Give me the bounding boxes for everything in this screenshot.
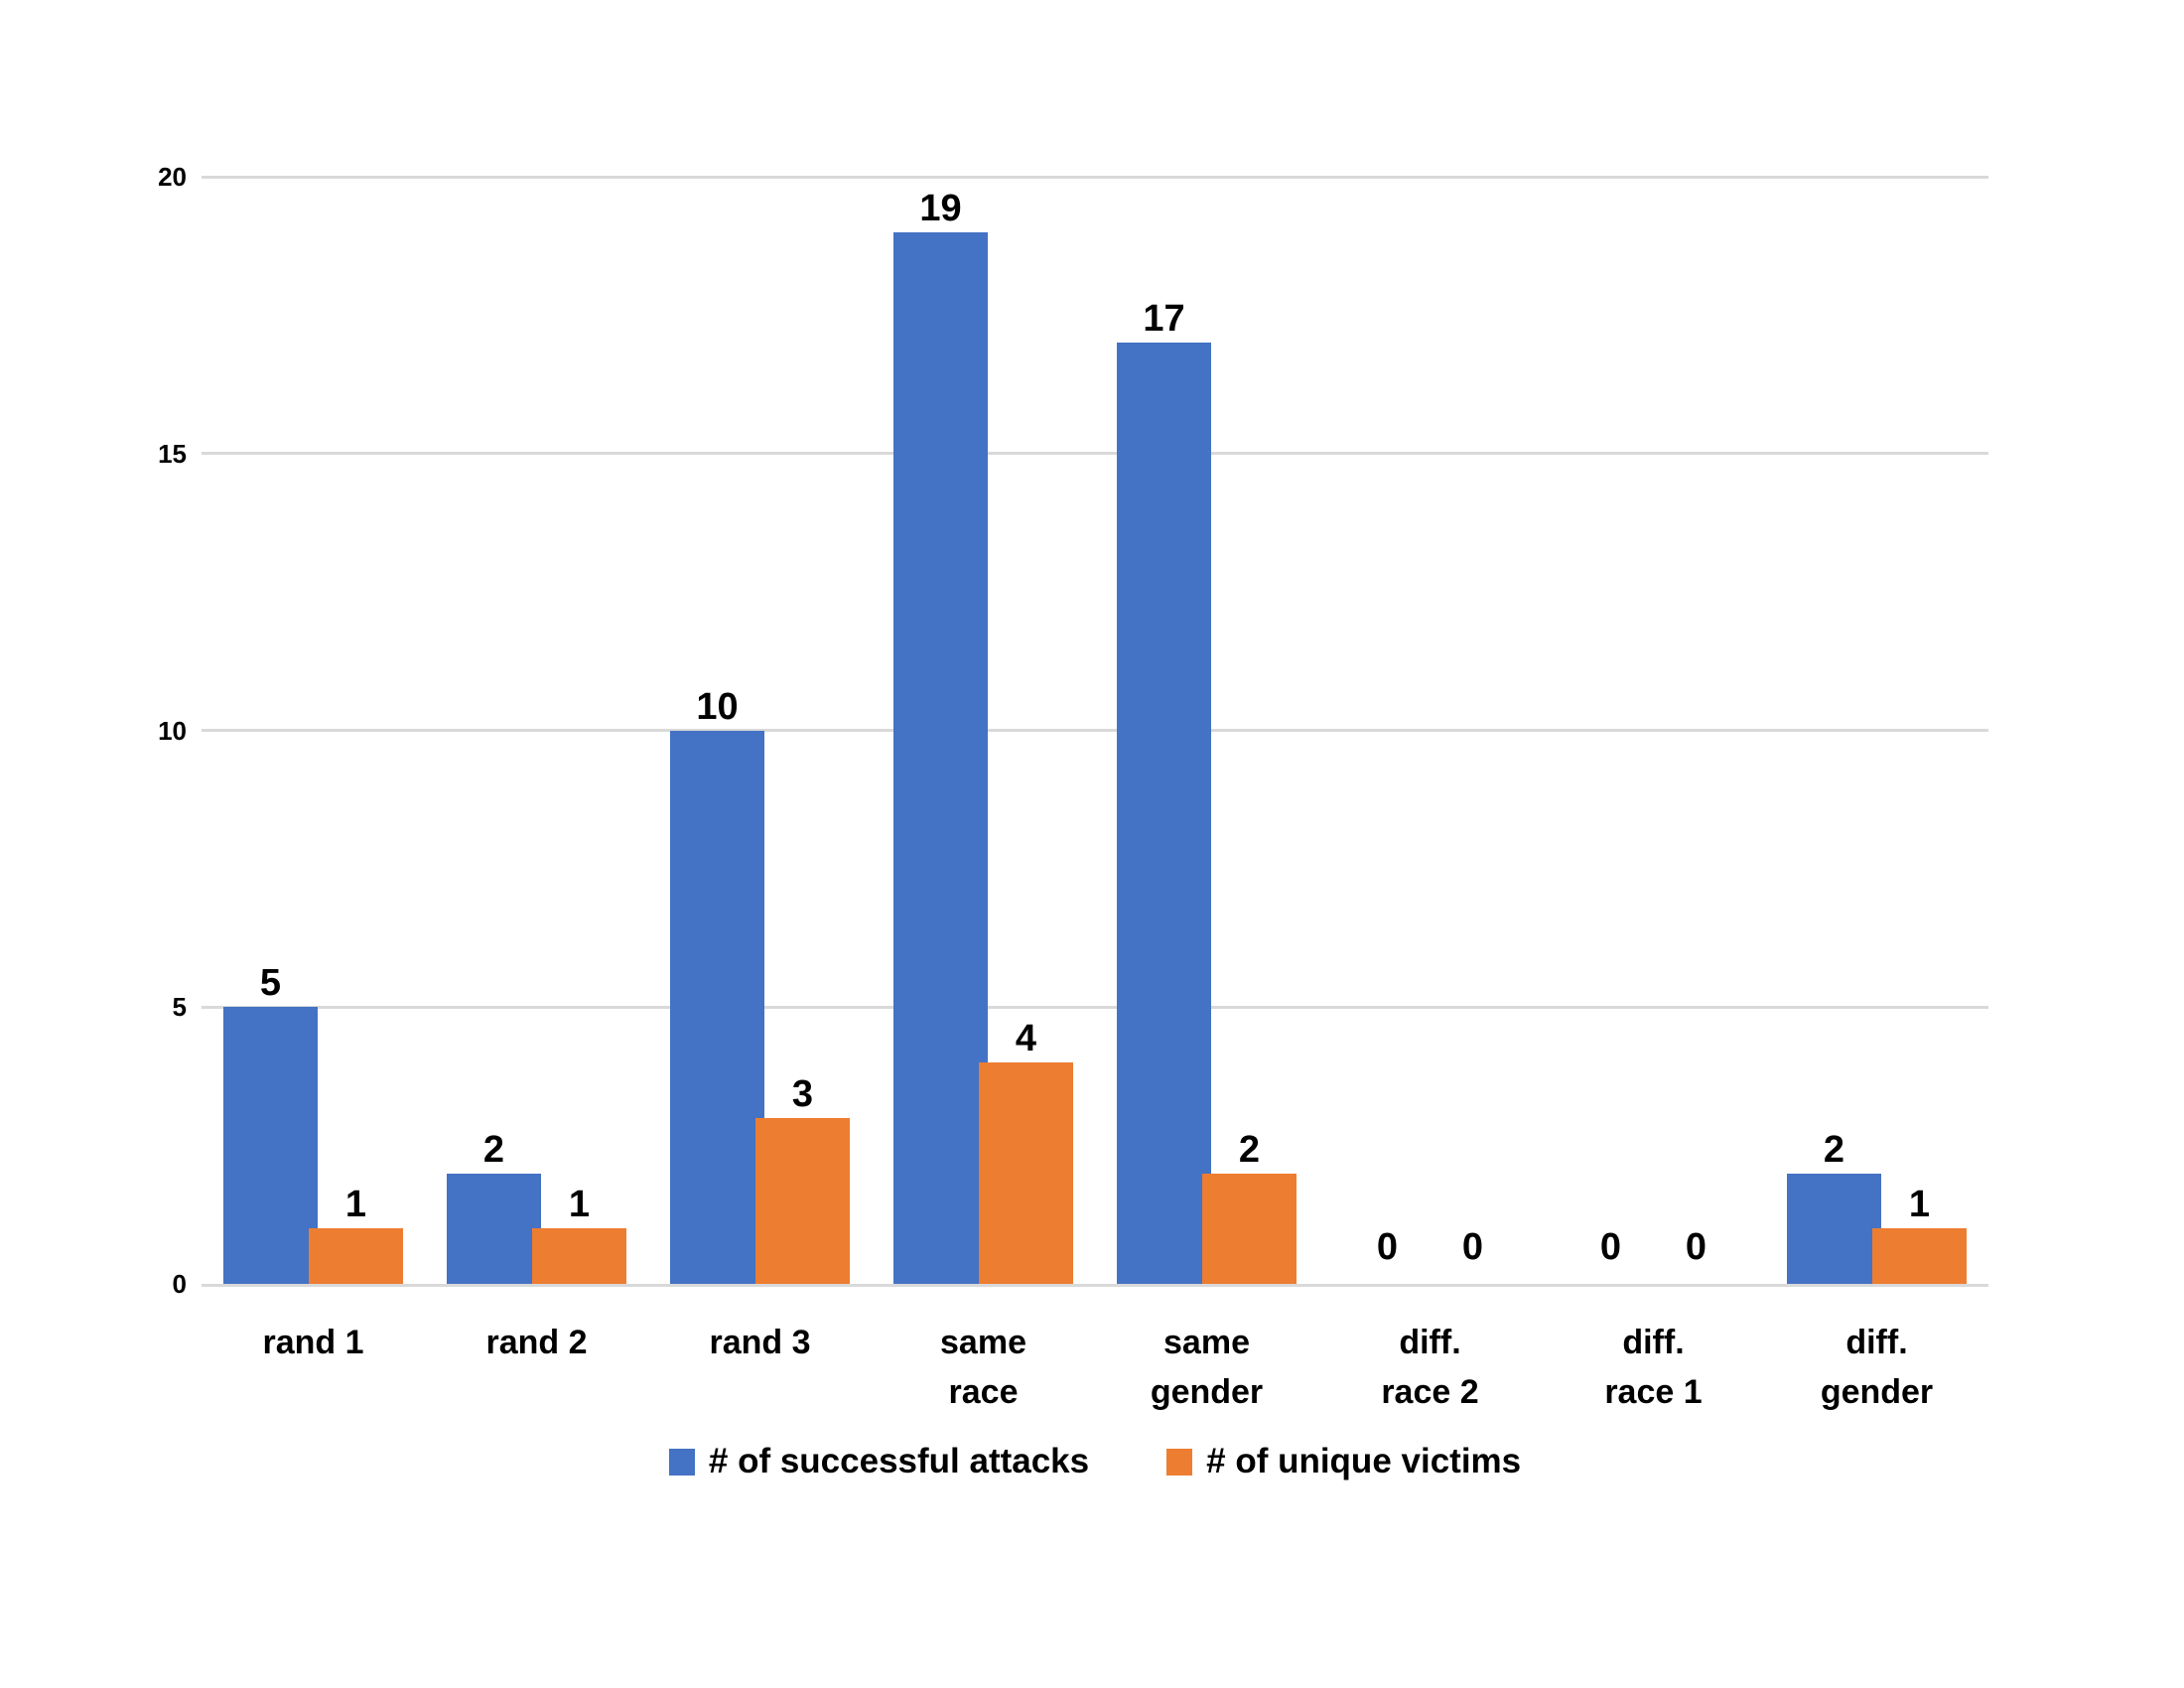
x-axis-category-label: diff. gender [1820,1324,1934,1411]
gridline [202,175,1988,179]
bar-unique-victims [1872,1228,1967,1284]
bar-unique-victims [1202,1173,1297,1284]
bar-data-label: 1 [1908,1184,1931,1226]
y-axis-tick-label: 20 [158,162,187,192]
x-axis-category-label: rand 3 [709,1324,811,1361]
bar-data-label: 1 [344,1184,367,1226]
legend-label: # of successful attacks [708,1442,1090,1480]
bar-data-label: 19 [919,187,962,229]
bar-data-label: 17 [1143,298,1185,341]
bar-data-label: 0 [1599,1226,1622,1268]
bar-data-label: 4 [1015,1018,1037,1059]
legend-swatch-unique-victims [1166,1448,1193,1476]
y-axis-tick-label: 5 [172,992,187,1023]
y-axis-tick-label: 0 [172,1269,187,1299]
bar-data-label: 2 [482,1128,505,1171]
bar-data-label: 2 [1823,1128,1845,1171]
legend-item: # of successful attacks [668,1442,1090,1481]
gridline [202,729,1988,732]
bar-data-label: 1 [568,1184,591,1226]
x-axis-category-label: diff. race 2 [1381,1324,1479,1411]
x-axis-category-label: rand 2 [485,1324,588,1361]
x-axis-category-label: same gender [1150,1324,1264,1411]
y-axis-tick-label: 15 [158,438,187,469]
bar-successful-attacks [223,1007,318,1284]
bar-unique-victims [532,1228,626,1284]
bar-successful-attacks [670,730,764,1284]
bar-data-label: 3 [791,1072,814,1115]
x-axis-category-label: rand 1 [262,1324,364,1361]
x-axis-category-label: diff. race 1 [1604,1324,1703,1411]
bar-successful-attacks [447,1173,541,1284]
legend-item: # of unique victims [1166,1442,1521,1481]
bar-unique-victims [309,1228,403,1284]
y-axis-tick-label: 10 [158,715,187,746]
legend-label: # of unique victims [1206,1442,1522,1480]
bar-data-label: 0 [1461,1226,1484,1268]
bar-data-label: 0 [1376,1226,1399,1268]
bar-data-label: 2 [1238,1128,1261,1171]
legend-swatch-successful-attacks [668,1448,695,1476]
x-axis-category-label: same race [940,1324,1026,1411]
x-axis-line [202,1284,1988,1287]
bar-unique-victims [755,1117,850,1284]
bar-data-label: 0 [1685,1226,1707,1268]
bar-unique-victims [979,1062,1073,1284]
bar-data-label: 5 [259,962,282,1005]
bar-data-label: 10 [696,685,739,728]
bar-successful-attacks [893,231,988,1284]
legend: # of successful attacks # of unique victi… [202,1432,1988,1491]
bar-successful-attacks [1117,343,1211,1284]
gridline [202,1005,1988,1009]
bar-successful-attacks [1787,1173,1881,1284]
gridline [202,452,1988,456]
